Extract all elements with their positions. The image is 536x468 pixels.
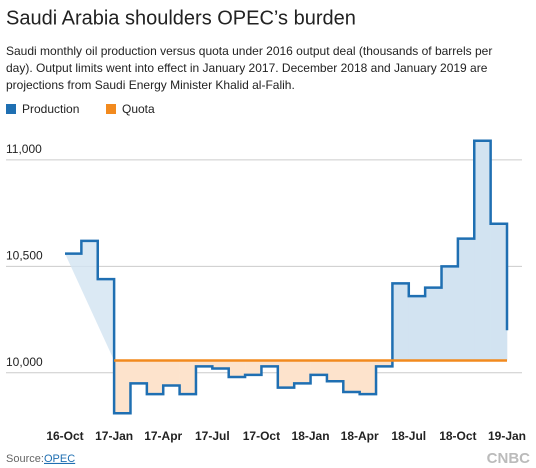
x-tick-label: 17-Apr [144, 429, 182, 443]
subtitle: projections from Saudi Energy Minister K… [6, 78, 295, 92]
area-fill [359, 360, 377, 395]
area-fill [277, 360, 295, 388]
area-fill [474, 140, 491, 361]
area-fill [114, 360, 131, 414]
area-fill [490, 223, 508, 361]
x-tick-label: 17-Jul [195, 429, 230, 443]
chart-title: Saudi Arabia shoulders OPEC’s burden [6, 7, 356, 29]
legend-swatch [106, 104, 116, 114]
y-tick-label: 11,000 [6, 142, 42, 156]
source-label: Source: [6, 453, 44, 465]
subtitle: Saudi monthly oil production versus quot… [6, 44, 492, 58]
y-tick-label: 10,500 [6, 249, 43, 263]
area-fill [65, 240, 115, 361]
area-fill [212, 360, 230, 369]
x-tick-label: 17-Jan [95, 429, 133, 443]
area-fill [179, 360, 197, 395]
subtitle: day). Output limits went into effect in … [6, 61, 488, 75]
legend-label: Quota [122, 102, 155, 116]
area-fill [392, 283, 410, 361]
area-fill [408, 296, 426, 361]
x-tick-label: 18-Jan [292, 429, 330, 443]
area-fill [195, 360, 213, 367]
x-tick-label: 17-Oct [243, 429, 280, 443]
area-fill [261, 360, 279, 367]
area-fill [457, 238, 475, 361]
logo: CNBC [487, 450, 530, 467]
area-fill [245, 360, 262, 375]
step-line [65, 139, 509, 415]
area-fill [326, 360, 344, 382]
area-fill [343, 360, 360, 392]
area-fill [146, 360, 164, 395]
legend-swatch [6, 104, 16, 114]
area-fill [130, 360, 148, 384]
source-link[interactable]: OPEC [44, 453, 75, 465]
x-tick-label: 18-Oct [439, 429, 476, 443]
area-fill [425, 287, 442, 361]
x-tick-label: 18-Apr [341, 429, 379, 443]
area-fill [310, 360, 328, 375]
legend-label: Production [22, 102, 79, 116]
area-fill [376, 360, 393, 367]
area-fill [441, 266, 459, 361]
x-tick-label: 18-Jul [391, 429, 426, 443]
x-tick-label: 19-Jan [488, 429, 526, 443]
x-tick-label: 16-Oct [46, 429, 83, 443]
y-tick-label: 10,000 [6, 355, 43, 369]
area-fill [294, 360, 311, 384]
area-fill [163, 360, 180, 386]
area-fill [228, 360, 246, 378]
